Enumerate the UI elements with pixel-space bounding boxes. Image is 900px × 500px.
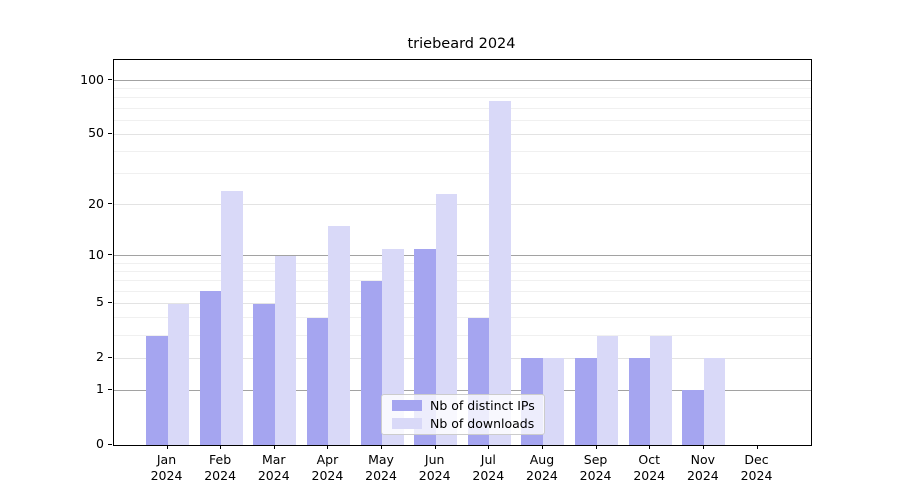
bar-downloads-aug: [542, 358, 565, 445]
x-tick-mark: [595, 445, 597, 449]
bar-downloads-oct: [650, 335, 672, 445]
legend-label-distinct-ips: Nb of distinct IPs: [430, 398, 535, 413]
gridline-y-8: [114, 270, 811, 272]
y-tick-mark: [108, 203, 112, 205]
y-tick-label: 2: [96, 349, 104, 365]
x-tick-label: Mar 2024: [257, 452, 290, 483]
legend-item-downloads: Nb of downloads: [382, 416, 544, 431]
y-tick-mark: [108, 254, 112, 256]
y-tick-mark: [108, 132, 112, 134]
bar-downloads-jan: [167, 303, 189, 445]
bar-downloads-jul: [489, 100, 511, 445]
x-tick-label: Jun 2024: [418, 452, 451, 483]
gridline-y-7: [114, 280, 811, 282]
gridline-y-80: [114, 97, 811, 99]
gridline-y-2: [114, 357, 811, 359]
bar-downloads-mar: [274, 255, 297, 445]
x-tick-mark: [702, 445, 704, 449]
bar-downloads-sep: [596, 335, 619, 445]
gridline-y-60: [114, 119, 811, 121]
y-tick-label: 50: [88, 125, 104, 141]
distinct-ips-swatch: [392, 400, 422, 411]
y-tick-mark: [108, 79, 112, 80]
x-tick-mark: [488, 445, 490, 449]
gridline-y-100: [114, 80, 811, 81]
x-tick-mark: [381, 445, 383, 449]
bar-downloads-nov: [703, 358, 726, 445]
bar-ips-apr: [306, 317, 329, 445]
gridline-y-70: [114, 107, 811, 109]
chart-title: triebeard 2024: [407, 36, 516, 52]
gridline-y-9: [114, 262, 811, 264]
legend: Nb of distinct IPs Nb of downloads: [381, 394, 545, 435]
x-tick-label: Nov 2024: [686, 452, 719, 483]
bar-ips-jan: [146, 335, 168, 445]
x-tick-mark: [434, 445, 436, 449]
x-tick-label: Apr 2024: [311, 452, 344, 483]
y-tick-label: 10: [88, 246, 104, 262]
gridline-y-6: [114, 290, 811, 292]
plot-area: Nb of distinct IPs Nb of downloads: [113, 59, 812, 446]
y-tick-mark: [108, 356, 112, 358]
bar-downloads-feb: [221, 190, 243, 445]
y-tick-label: 1: [96, 381, 104, 397]
gridline-y-5: [114, 302, 811, 304]
gridline-y-3: [114, 335, 811, 336]
x-tick-label: Jul 2024: [472, 452, 505, 483]
y-tick-label: 5: [96, 294, 104, 310]
y-tick-label: 100: [80, 71, 104, 87]
x-tick-mark: [541, 445, 543, 449]
x-tick-label: Aug 2024: [526, 452, 558, 483]
y-tick-label: 20: [88, 195, 104, 211]
x-tick-label: Sep 2024: [579, 452, 612, 483]
legend-label-downloads: Nb of downloads: [430, 416, 535, 431]
downloads-swatch: [392, 418, 422, 429]
x-tick-mark: [649, 445, 651, 449]
bar-ips-feb: [199, 291, 222, 445]
x-tick-mark: [166, 445, 168, 449]
gridline-y-30: [114, 173, 811, 175]
bar-ips-sep: [575, 358, 597, 445]
legend-item-distinct-ips: Nb of distinct IPs: [382, 398, 544, 413]
bar-ips-nov: [682, 390, 704, 445]
y-tick-label: 0: [96, 436, 104, 451]
gridline-y-90: [114, 88, 811, 90]
gridline-y-50: [114, 133, 811, 135]
x-tick-mark: [220, 445, 222, 449]
bar-ips-oct: [628, 358, 651, 445]
y-tick-mark: [108, 443, 112, 445]
x-tick-mark: [756, 445, 758, 449]
x-tick-label: Jan 2024: [150, 452, 183, 483]
gridline-y-20: [114, 204, 811, 206]
bar-downloads-jun: [435, 194, 458, 445]
y-tick-mark: [108, 301, 112, 303]
bar-ips-mar: [253, 303, 275, 445]
x-tick-label: Feb 2024: [204, 452, 237, 483]
x-tick-label: Dec 2024: [740, 452, 773, 483]
gridline-y-4: [114, 317, 811, 319]
x-tick-mark: [273, 445, 275, 449]
bar-ips-may: [360, 280, 383, 445]
x-tick-label: May 2024: [365, 452, 397, 483]
x-tick-label: Oct 2024: [633, 452, 666, 483]
gridline-y-10: [114, 255, 811, 257]
x-tick-mark: [327, 445, 329, 449]
gridline-y-40: [114, 151, 811, 153]
gridline-y-1: [114, 389, 811, 391]
bar-downloads-apr: [328, 226, 350, 445]
y-tick-mark: [108, 388, 112, 390]
